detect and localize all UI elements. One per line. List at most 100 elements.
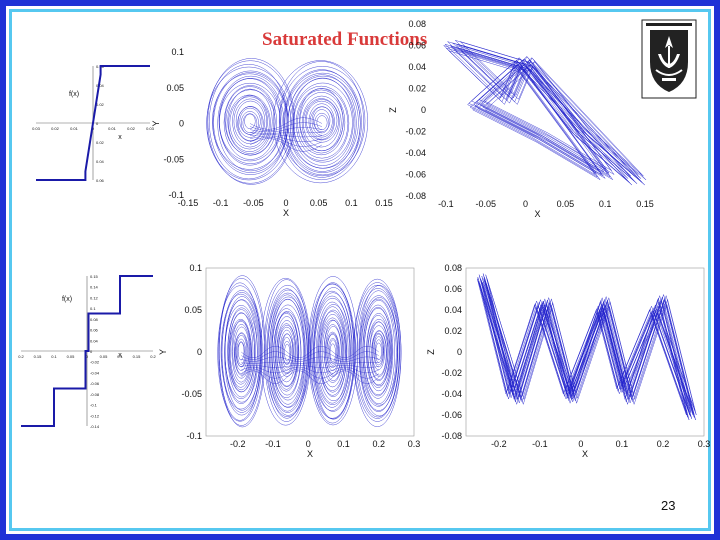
trajectory-strand (455, 40, 639, 175)
trajectory-loop (227, 307, 256, 398)
y-tick-label: -0.08 (441, 431, 462, 441)
trajectory-loop (329, 343, 336, 362)
y-tick-label: -0.08 (90, 392, 100, 397)
x-tick-label: 0.05 (310, 198, 328, 208)
trajectory-loop (224, 86, 276, 156)
trajectory-loop (297, 89, 346, 156)
trajectory-loop (326, 334, 339, 368)
trajectory-loop (266, 288, 308, 419)
trajectory-loop (353, 282, 402, 422)
y-tick-label: 0.08 (408, 19, 426, 29)
trajectory-loop (224, 299, 259, 403)
trajectory-bundle (443, 40, 647, 186)
y-tick-label: -0.04 (441, 389, 462, 399)
trajectory-link (249, 122, 323, 131)
y-tick-label: 0 (96, 121, 99, 126)
y-tick-label: 0.04 (90, 338, 99, 343)
y-tick-label: -0.05 (163, 154, 184, 164)
x-tick-label: 0 (306, 439, 311, 449)
y-axis-label: Z (426, 349, 436, 355)
x-tick-label: -0.15 (178, 198, 199, 208)
y-tick-label: -0.02 (405, 127, 426, 137)
x-tick-label: -0.1 (213, 198, 229, 208)
trajectory-loop (326, 333, 340, 371)
trajectory-loop (283, 69, 361, 178)
x-tick-label: -0.05 (243, 198, 264, 208)
trajectory-loop (227, 88, 273, 154)
y-tick-label: -0.04 (90, 370, 100, 375)
x-tick-label: -0.2 (230, 439, 246, 449)
trajectory-link (286, 366, 334, 374)
trajectory-loop (292, 82, 353, 163)
y-tick-label: 0.15 (90, 274, 99, 279)
trajectory-link (250, 131, 322, 134)
y-tick-label: 0 (457, 347, 462, 357)
trajectory-loop (308, 103, 335, 140)
x-tick-label: 0 (283, 198, 288, 208)
trajectory-loop (291, 77, 354, 166)
trajectory-link (332, 370, 379, 384)
trajectory-loop (231, 319, 251, 383)
x-axis-label: x (118, 134, 122, 141)
y-tick-label: -0.02 (90, 360, 100, 365)
trajectory-loop (371, 330, 388, 377)
trajectory-link (332, 351, 379, 360)
y-tick-label: 0.05 (166, 83, 184, 93)
trajectory-loop (278, 61, 364, 181)
trajectory-loop (317, 304, 350, 402)
trajectory-link (249, 138, 323, 152)
trajectory-loop (237, 106, 263, 138)
trajectory-strand (484, 280, 695, 418)
university-crest-icon (640, 18, 698, 100)
trajectory-loop (329, 339, 337, 364)
trajectory-link (332, 365, 379, 368)
y-tick-label: -0.06 (441, 410, 462, 420)
x-tick-label: -0.1 (438, 199, 454, 209)
trajectory-loop (235, 335, 248, 368)
y-tick-label: -0.06 (90, 381, 100, 386)
trajectory-loop (236, 338, 246, 367)
trajectory-loop (363, 307, 393, 396)
trajectory-loop (242, 113, 258, 133)
trajectory-loop (375, 342, 382, 361)
y-axis-label: Z (388, 107, 398, 113)
trajectory-link (249, 117, 323, 130)
trajectory-loop (353, 278, 402, 427)
x-tick-label: 0.01 (70, 126, 79, 131)
trajectory-loop (229, 312, 254, 391)
x-axis-label: X (534, 209, 540, 219)
y-axis-label: Y (158, 349, 168, 355)
trajectory-loop (293, 85, 350, 161)
y-axis-label: f(x) (69, 91, 79, 98)
trajectory-loop (221, 290, 262, 416)
y-tick-label: 0.06 (90, 328, 99, 333)
trajectory-link (249, 137, 323, 147)
y-tick-label: 0.1 (90, 306, 96, 311)
y-axis-label: f(x) (62, 296, 72, 303)
y-tick-label: 0.02 (408, 84, 426, 94)
x-axis-label: x (118, 352, 122, 359)
y-tick-label: 0.05 (184, 305, 202, 315)
x-tick-label: 0.03 (32, 126, 41, 131)
x-tick-label: 0.1 (345, 198, 358, 208)
trajectory-loop (209, 64, 289, 180)
trajectory-loop (273, 60, 368, 184)
trajectory-link (332, 361, 379, 364)
trajectory-loop (314, 112, 330, 134)
trajectory-loop (271, 304, 304, 401)
y-tick-label: 0 (179, 119, 184, 129)
trajectory-loop (320, 317, 345, 388)
trajectory-loop (237, 106, 264, 141)
scroll-4 (353, 278, 402, 427)
trajectory-strand (451, 46, 635, 182)
trajectory-link (286, 370, 334, 384)
trajectory-loop (276, 323, 297, 383)
trajectory-loop (228, 94, 271, 152)
x-tick-label: 0.05 (100, 354, 109, 359)
y-tick-label: -0.05 (181, 389, 202, 399)
plot-frame (465, 267, 705, 437)
trajectory-loop (237, 341, 246, 365)
trajectory-loop (239, 107, 261, 135)
trajectory-loop (302, 98, 340, 148)
